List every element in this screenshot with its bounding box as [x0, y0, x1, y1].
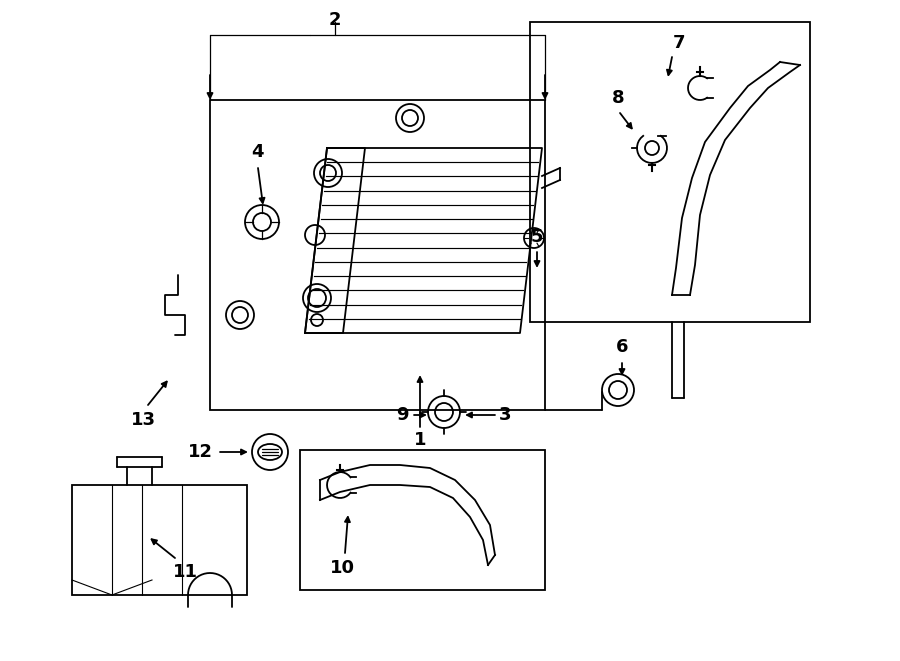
Text: 9: 9 — [396, 406, 409, 424]
Text: 5: 5 — [531, 228, 544, 246]
Text: 12: 12 — [187, 443, 212, 461]
Bar — [210, 100, 545, 410]
Bar — [530, 22, 810, 322]
Text: 13: 13 — [130, 411, 156, 429]
Text: 4: 4 — [251, 143, 263, 161]
Text: 11: 11 — [173, 563, 197, 581]
Text: 3: 3 — [499, 406, 511, 424]
Text: 6: 6 — [616, 338, 628, 356]
Bar — [300, 450, 545, 590]
Text: 8: 8 — [612, 89, 625, 107]
Text: 2: 2 — [328, 11, 341, 29]
Bar — [72, 485, 247, 595]
Text: 7: 7 — [673, 34, 685, 52]
Text: 1: 1 — [414, 431, 427, 449]
Text: 10: 10 — [329, 559, 355, 577]
